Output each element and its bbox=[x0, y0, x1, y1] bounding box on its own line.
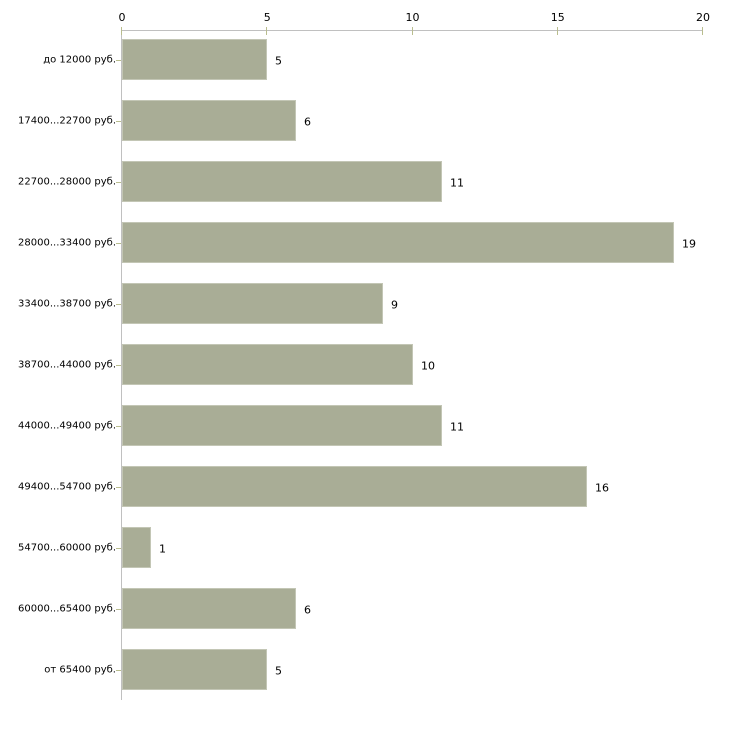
x-axis-tick-label: 15 bbox=[550, 11, 565, 24]
category-label: до 12000 руб. bbox=[43, 54, 116, 65]
bar-value-label: 6 bbox=[304, 115, 311, 128]
x-axis-tick-label: 5 bbox=[263, 11, 271, 24]
category-label: 17400...22700 руб. bbox=[18, 115, 116, 126]
x-axis-tick-mark bbox=[702, 27, 703, 35]
x-axis-tick-label: 10 bbox=[405, 11, 420, 24]
x-axis-tick-mark bbox=[121, 27, 122, 35]
category-tick-mark bbox=[116, 609, 121, 610]
category-tick-mark bbox=[116, 304, 121, 305]
bar bbox=[122, 100, 296, 141]
category-tick-mark bbox=[116, 487, 121, 488]
category-tick-mark bbox=[116, 243, 121, 244]
category-label: 33400...38700 руб. bbox=[18, 298, 116, 309]
x-axis-tick-label: 0 bbox=[118, 11, 126, 24]
bar-value-label: 11 bbox=[450, 420, 464, 433]
bar-value-label: 5 bbox=[275, 664, 282, 677]
category-label: 49400...54700 руб. bbox=[18, 481, 116, 492]
category-label: 22700...28000 руб. bbox=[18, 176, 116, 187]
bar-value-label: 11 bbox=[450, 176, 464, 189]
category-tick-mark bbox=[116, 548, 121, 549]
bar-value-label: 19 bbox=[682, 237, 696, 250]
x-axis-tick-label: 20 bbox=[696, 11, 710, 24]
category-label: от 65400 руб. bbox=[44, 664, 116, 675]
bar-value-label: 1 bbox=[159, 542, 166, 555]
bar-value-label: 5 bbox=[275, 54, 282, 67]
bar-value-label: 9 bbox=[391, 298, 398, 311]
category-tick-mark bbox=[116, 182, 121, 183]
bar-value-label: 16 bbox=[595, 481, 609, 494]
x-axis-tick-mark bbox=[556, 27, 558, 35]
category-label: 54700...60000 руб. bbox=[18, 542, 116, 553]
category-label: 60000...65400 руб. bbox=[18, 603, 116, 614]
x-axis-tick-mark bbox=[411, 27, 413, 35]
category-tick-mark bbox=[116, 426, 121, 427]
category-label: 44000...49400 руб. bbox=[18, 420, 116, 431]
category-tick-mark bbox=[116, 121, 121, 122]
x-axis-tick-mark bbox=[266, 27, 268, 35]
category-tick-mark bbox=[116, 365, 121, 366]
bar-value-label: 6 bbox=[304, 603, 311, 616]
bar bbox=[122, 588, 296, 629]
bar bbox=[122, 466, 587, 507]
bar bbox=[122, 39, 267, 80]
bar-value-label: 10 bbox=[421, 359, 435, 372]
bar bbox=[122, 283, 383, 324]
bar bbox=[122, 344, 413, 385]
category-label: 28000...33400 руб. bbox=[18, 237, 116, 248]
category-tick-mark bbox=[116, 670, 121, 671]
bar bbox=[122, 527, 151, 568]
bar bbox=[122, 161, 442, 202]
category-tick-mark bbox=[116, 60, 121, 61]
bar bbox=[122, 405, 442, 446]
y-axis-line bbox=[121, 30, 122, 700]
bar bbox=[122, 222, 674, 263]
bar bbox=[122, 649, 267, 690]
category-label: 38700...44000 руб. bbox=[18, 359, 116, 370]
